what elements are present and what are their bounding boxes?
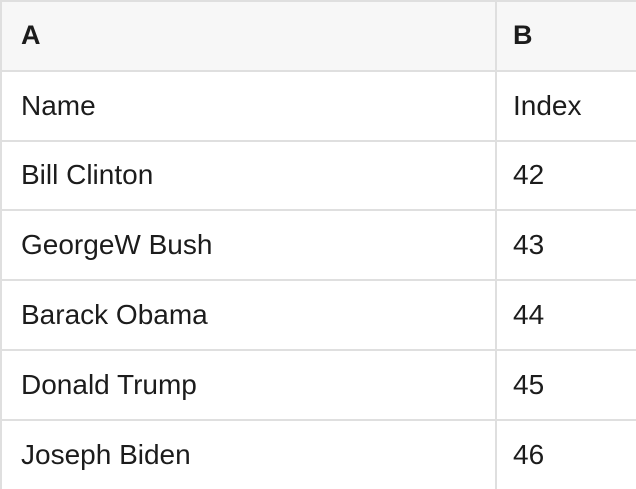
cell-b[interactable]: 44 [513, 299, 545, 331]
cell-a[interactable]: Barack Obama [2, 281, 497, 349]
table-row: Joseph Biden 46 [2, 420, 636, 489]
cell-b[interactable]: Index [513, 89, 582, 121]
table-row: Barack Obama 44 [2, 281, 636, 351]
table-row: GeorgeW Bush 43 [2, 211, 636, 282]
cell-a[interactable]: GeorgeW Bush [2, 211, 497, 280]
table-row: Bill Clinton 42 [2, 141, 636, 212]
table-row: Name Index [2, 71, 636, 142]
table-row: Donald Trump 45 [2, 350, 636, 421]
cell-b[interactable]: 43 [513, 229, 545, 261]
column-header-a[interactable]: A [2, 2, 497, 70]
cell-b[interactable]: 42 [513, 159, 545, 191]
cell-b[interactable]: 45 [513, 368, 545, 400]
column-header-b[interactable]: B [513, 20, 533, 51]
cell-a[interactable]: Name [2, 71, 497, 140]
column-header-row: A B [2, 2, 636, 72]
cell-a[interactable]: Bill Clinton [2, 141, 497, 210]
cell-a[interactable]: Joseph Biden [2, 420, 497, 489]
cell-b[interactable]: 46 [513, 438, 545, 470]
cell-a[interactable]: Donald Trump [2, 350, 497, 419]
